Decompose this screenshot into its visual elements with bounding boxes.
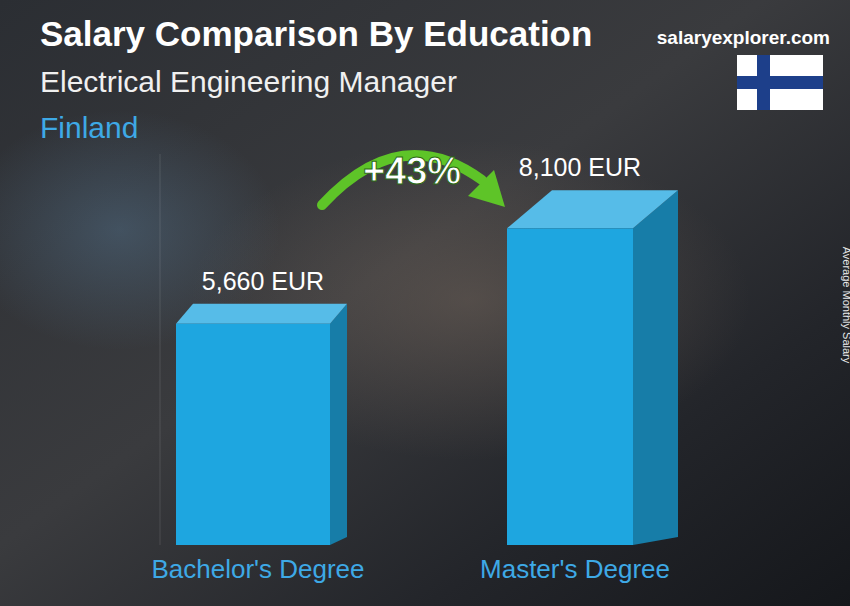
flag	[737, 55, 823, 110]
subtitle: Electrical Engineering Manager	[40, 65, 457, 98]
arrow-head	[468, 170, 505, 207]
bar-side	[330, 304, 347, 545]
y-axis-label: Average Monthly Salary	[841, 247, 850, 364]
category-label: Master's Degree	[480, 554, 670, 584]
change-label: +43%	[363, 150, 461, 192]
chart-root: Salary Comparison By Education Electrical…	[0, 0, 850, 606]
chart-svg: Salary Comparison By Education Electrical…	[0, 0, 850, 606]
title: Salary Comparison By Education	[40, 14, 592, 53]
bar-top	[176, 304, 347, 324]
bar-front	[176, 324, 330, 545]
bar-front	[507, 228, 633, 545]
country: Finland	[40, 111, 138, 144]
y-axis-line	[160, 154, 161, 545]
data-label: 5,660 EUR	[202, 267, 324, 295]
bar	[507, 190, 678, 545]
bars	[176, 190, 678, 545]
bar-side	[633, 190, 678, 545]
bar-top	[507, 190, 678, 228]
flag-cross	[737, 76, 823, 89]
flag-field	[737, 55, 823, 110]
data-label: 8,100 EUR	[519, 153, 641, 181]
bar	[176, 304, 347, 545]
category-label: Bachelor's Degree	[151, 554, 364, 584]
source: salaryexplorer.com	[657, 27, 830, 48]
